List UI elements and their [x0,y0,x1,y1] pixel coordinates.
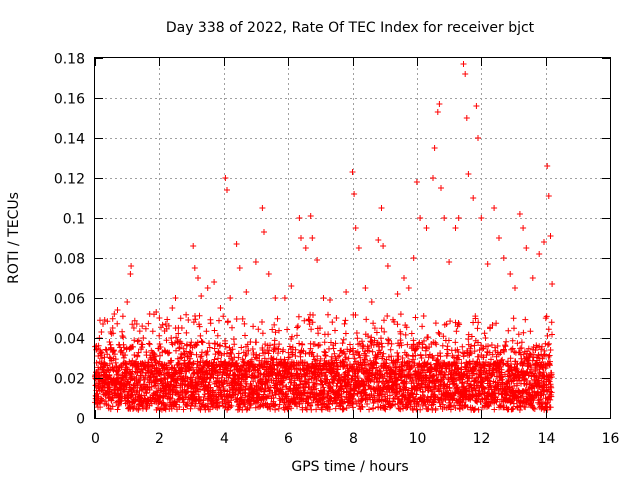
x-tick-label: 16 [602,431,620,447]
x-axis-ticks: 0 2 4 6 8 10 12 14 16 [91,58,619,447]
x-axis-label: GPS time / hours [291,459,408,475]
y-tick-label: 0.16 [54,92,85,108]
y-tick-label: 0.06 [54,292,85,308]
y-tick-label: 0.1 [63,212,85,228]
y-tick-label: 0.12 [54,172,85,188]
y-tick-label: 0.18 [54,52,85,68]
data-points [92,61,556,413]
data-point-markers [92,61,556,413]
y-tick-label: 0.02 [54,372,85,388]
y-axis-label: ROTI / TECUs [6,192,22,284]
y-tick-label: 0.14 [54,132,85,148]
x-tick-label: 2 [155,431,164,447]
x-tick-label: 4 [220,431,229,447]
chart-title: Day 338 of 2022, Rate Of TEC Index for r… [166,20,535,36]
x-tick-label: 6 [284,431,293,447]
x-tick-label: 14 [538,431,556,447]
x-tick-label: 8 [349,431,358,447]
y-tick-label: 0.08 [54,252,85,268]
x-tick-label: 12 [473,431,491,447]
y-axis-ticks: 0 0.02 0.04 0.06 0.08 0.1 0.12 0.14 0.16 0.18 [54,52,610,428]
x-tick-label: 0 [91,431,100,447]
y-tick-label: 0 [76,412,85,428]
y-tick-label: 0.04 [54,332,85,348]
x-tick-label: 10 [409,431,427,447]
plot-frame [94,57,611,419]
